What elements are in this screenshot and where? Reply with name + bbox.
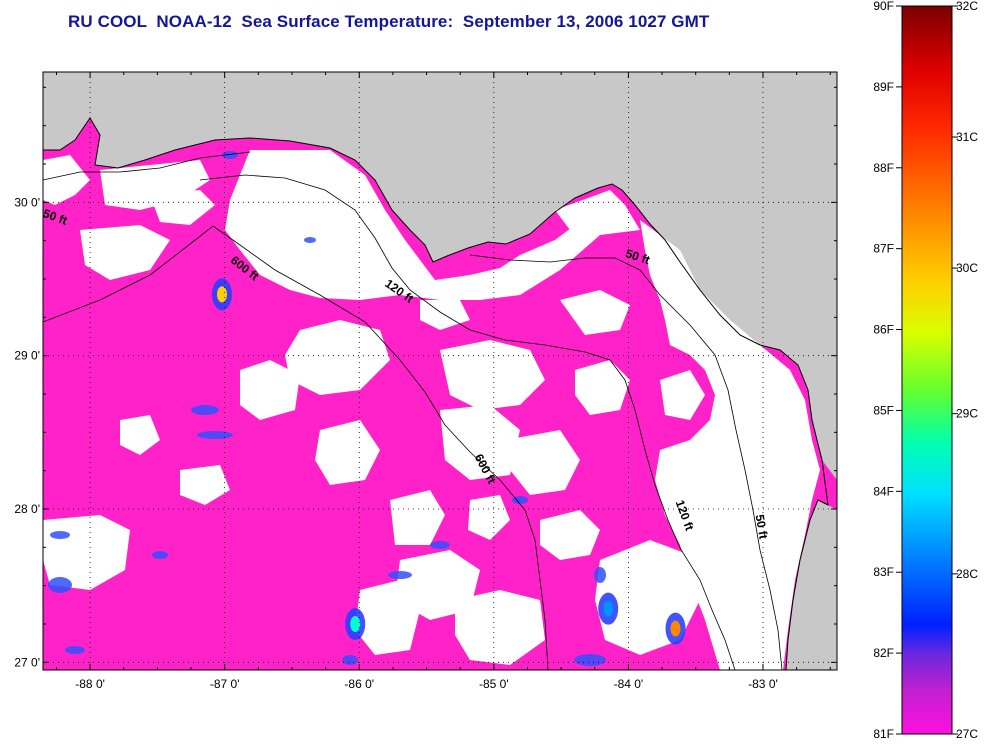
fahrenheit-label: 90F [873, 0, 894, 13]
lon-tick-label: -87 0' [210, 677, 240, 691]
cloud-cover-layer [43, 150, 820, 670]
plot-frame [42, 71, 838, 671]
lon-tick-label: -83 0' [748, 677, 778, 691]
warm-spot [350, 616, 361, 632]
cool-spot [430, 541, 450, 549]
fahrenheit-label: 82F [873, 646, 894, 660]
lat-tick-label: 30 0' [14, 195, 40, 209]
warm-spot [670, 620, 681, 637]
cool-spot [304, 237, 316, 243]
cloud-patch [225, 150, 600, 300]
cloud-patch [540, 510, 600, 560]
cloud-patch [43, 155, 90, 205]
map-title: RU COOL NOAA-12 Sea Surface Temperature:… [68, 12, 710, 31]
cool-spot [594, 567, 606, 583]
cool-spot [222, 151, 238, 159]
warm-water-spots [48, 151, 686, 666]
lon-tick-label: -84 0' [614, 677, 644, 691]
fahrenheit-label: 89F [873, 80, 894, 94]
cool-spot [512, 496, 528, 504]
cloud-patch [440, 340, 545, 410]
cloud-patch [440, 405, 520, 480]
cloud-patch [285, 320, 390, 395]
cloud-patch [150, 190, 215, 225]
cloud-patch [240, 360, 300, 420]
cloud-patch [80, 225, 170, 280]
fahrenheit-label: 86F [873, 323, 894, 337]
isobath-120ft [199, 174, 736, 670]
lat-tick-label: 27 0' [14, 655, 40, 669]
cool-spot [48, 577, 72, 593]
celsius-label: 28C [956, 567, 978, 581]
cloud-patch [355, 580, 420, 655]
celsius-label: 31C [956, 130, 978, 144]
cool-spot [342, 655, 358, 665]
lat-tick-label: 29 0' [14, 349, 40, 363]
celsius-label: 32C [956, 0, 978, 13]
warm-spot [216, 286, 227, 303]
lon-tick-label: -88 0' [75, 677, 105, 691]
cloud-patch [180, 465, 230, 505]
cool-spot [152, 551, 168, 559]
land-area [43, 72, 837, 670]
fahrenheit-label: 84F [873, 484, 894, 498]
isobath-label: 50 ft [753, 513, 771, 540]
fahrenheit-label: 83F [873, 565, 894, 579]
isobath-600ft [43, 225, 549, 670]
cool-spot [197, 431, 233, 439]
lon-tick-label: -85 0' [479, 677, 509, 691]
fahrenheit-label: 88F [873, 161, 894, 175]
cloud-patch [315, 420, 380, 485]
cloud-patch [555, 190, 640, 235]
cool-spot [388, 571, 412, 579]
cloud-patch [455, 590, 545, 665]
cloud-patch [660, 370, 705, 420]
isobath-50ft-west [43, 151, 251, 181]
colorbar-ticks: 90F 89F 88F 87F 86F 85F 84F 83F 82F 81F 32C 31C 30C 2… [873, 0, 978, 741]
fahrenheit-label: 85F [873, 403, 894, 417]
cool-spot [50, 531, 70, 539]
isobath-label: 50 ft [41, 206, 69, 228]
celsius-label: 30C [956, 261, 978, 275]
lon-tick-label: -86 0' [344, 677, 374, 691]
axis-ticks: -88 0' -87 0' -86 0' -85 0' -84 0' -83 0' 30 0… [14, 72, 837, 691]
cool-spot [574, 654, 606, 666]
cloud-patch [120, 415, 160, 455]
isobath-50ft-east [469, 254, 783, 670]
cool-spot [65, 646, 85, 654]
celsius-label: 27C [956, 727, 978, 741]
warm-spot [603, 600, 614, 617]
cloud-patch [468, 495, 510, 540]
fahrenheit-label: 87F [873, 242, 894, 256]
fahrenheit-label: 81F [873, 727, 894, 741]
cloud-patch [575, 360, 630, 415]
celsius-label: 29C [956, 407, 978, 421]
cloud-patch [390, 490, 445, 545]
cloud-patch [505, 430, 580, 495]
colorbar [901, 5, 953, 735]
cool-spot [191, 405, 219, 415]
cloud-patch [560, 290, 630, 335]
coastline [43, 117, 829, 670]
lat-tick-label: 28 0' [14, 502, 40, 516]
